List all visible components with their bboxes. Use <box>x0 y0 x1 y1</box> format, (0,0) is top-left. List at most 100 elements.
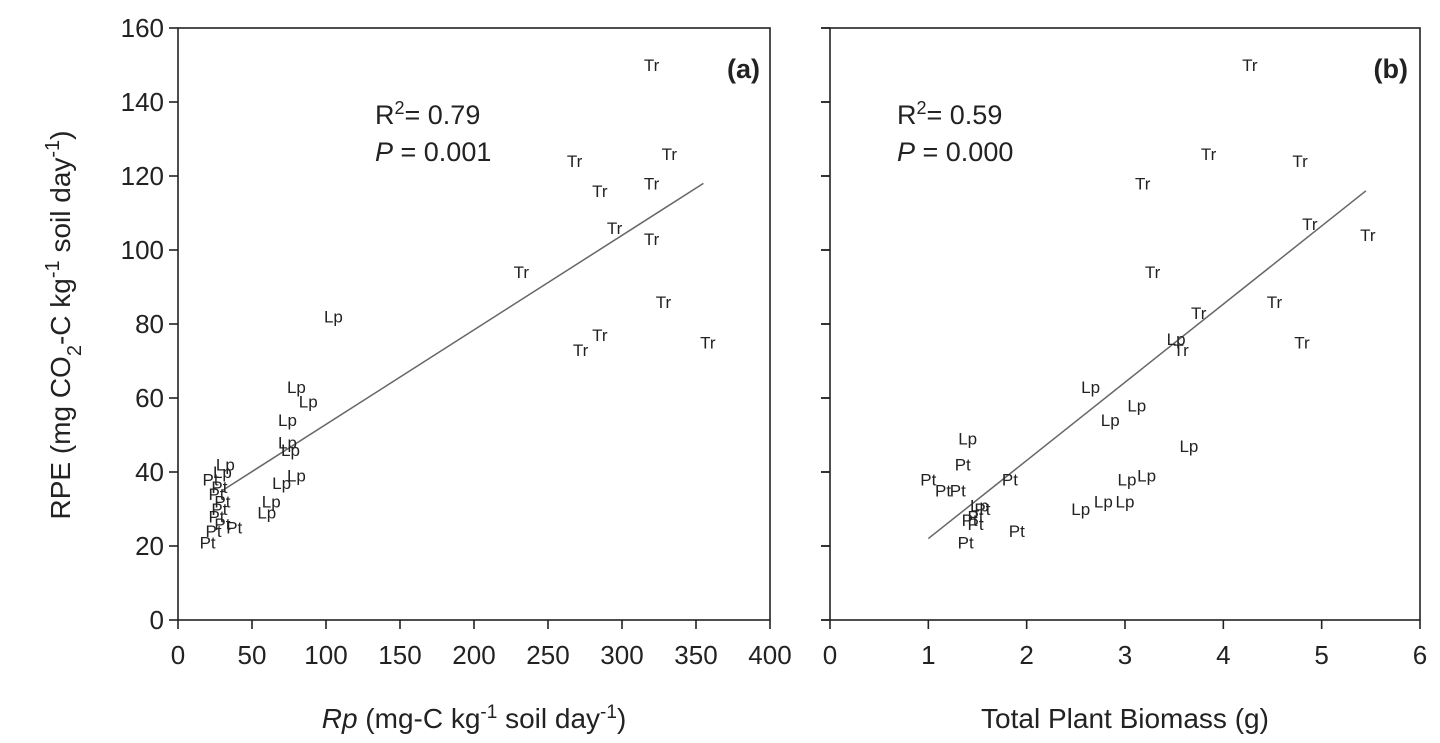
data-point-pt: Pt <box>1009 522 1025 541</box>
data-point-tr: Tr <box>1173 341 1189 360</box>
data-point-lp: Lp <box>278 411 297 430</box>
y-tick-label: 120 <box>121 161 164 191</box>
data-point-tr: Tr <box>514 263 530 282</box>
data-point-pt: Pt <box>950 482 966 501</box>
data-point-tr: Tr <box>1191 304 1207 323</box>
data-point-lp: Lp <box>299 393 318 412</box>
x-tick-label: 350 <box>674 640 717 670</box>
panel-label: (b) <box>1374 54 1408 84</box>
data-point-pt: Pt <box>214 515 230 534</box>
data-point-pt: Pt <box>962 511 978 530</box>
data-point-tr: Tr <box>644 56 660 75</box>
data-point-pt: Pt <box>974 500 990 519</box>
data-point-pt: Pt <box>205 522 221 541</box>
data-point-lp: Lp <box>1127 396 1146 415</box>
data-point-tr: Tr <box>644 174 660 193</box>
data-point-pt: Pt <box>968 507 984 526</box>
data-point-tr: Tr <box>656 293 672 312</box>
y-tick-label: 160 <box>121 13 164 43</box>
data-point-lp: Lp <box>287 378 306 397</box>
data-point-tr: Tr <box>592 326 608 345</box>
r-squared-label: R2= 0.79 <box>375 98 480 130</box>
x-tick-label: 300 <box>600 640 643 670</box>
data-point-lp: Lp <box>278 433 297 452</box>
data-point-tr: Tr <box>1267 293 1283 312</box>
x-tick-label: 4 <box>1216 640 1230 670</box>
data-point-pt: Pt <box>226 519 242 538</box>
data-point-pt: Pt <box>935 482 951 501</box>
data-point-tr: Tr <box>644 230 660 249</box>
x-axis-label: Rp (mg-C kg-1 soil day-1) <box>322 702 627 735</box>
data-point-lp: Lp <box>1167 330 1186 349</box>
r-squared-label: R2= 0.59 <box>897 98 1002 130</box>
data-point-tr: Tr <box>1360 226 1376 245</box>
regression-line <box>927 190 1367 540</box>
data-point-lp: Lp <box>1071 500 1090 519</box>
x-tick-label: 200 <box>452 640 495 670</box>
y-tick-label: 80 <box>135 309 164 339</box>
x-tick-label: 50 <box>238 640 267 670</box>
panel-label: (a) <box>727 54 760 84</box>
x-tick-label: 5 <box>1314 640 1328 670</box>
p-value-label: P = 0.001 <box>375 137 491 167</box>
x-tick-label: 250 <box>526 640 569 670</box>
y-tick-label: 140 <box>121 87 164 117</box>
p-value-label: P = 0.000 <box>897 137 1013 167</box>
data-point-tr: Tr <box>573 341 589 360</box>
data-point-pt: Pt <box>214 493 230 512</box>
y-tick-label: 60 <box>135 383 164 413</box>
y-tick-label: 0 <box>150 605 164 635</box>
data-point-lp: Lp <box>216 456 235 475</box>
data-point-pt: Pt <box>958 533 974 552</box>
data-point-lp: Lp <box>958 430 977 449</box>
x-tick-label: 150 <box>378 640 421 670</box>
data-point-lp: Lp <box>262 493 281 512</box>
data-point-tr: Tr <box>567 152 583 171</box>
x-tick-label: 3 <box>1118 640 1132 670</box>
panel-b: 0 1 2 3 4 5 6 Total Plant Biomass (g) (b) R2= 0.5… <box>821 27 1427 734</box>
regression-line <box>221 182 704 492</box>
x-tick-label: 2 <box>1019 640 1033 670</box>
data-point-tr: Tr <box>1302 215 1318 234</box>
data-point-pt: Pt <box>211 478 227 497</box>
x-tick-label: 0 <box>823 640 837 670</box>
data-point-pt: Pt <box>208 485 224 504</box>
data-point-lp: Lp <box>1094 493 1113 512</box>
panel-a: 0 20 40 60 80 100 120 140 160 0 50 100 150 200 250 300 3… <box>121 13 792 734</box>
data-point-lp: Lp <box>1081 378 1100 397</box>
data-point-tr: Tr <box>700 334 716 353</box>
data-point-tr: Tr <box>607 219 623 238</box>
x-tick-label: 0 <box>171 640 185 670</box>
data-point-tr: Tr <box>1242 56 1258 75</box>
data-point-tr: Tr <box>592 182 608 201</box>
data-point-tr: Tr <box>662 145 678 164</box>
data-point-lp: Lp <box>257 504 276 523</box>
data-point-pt: Pt <box>200 533 216 552</box>
data-point-lp: Lp <box>281 441 300 460</box>
data-point-pt: Pt <box>968 515 984 534</box>
data-point-lp: Lp <box>1118 470 1137 489</box>
data-point-pt: Pt <box>920 470 936 489</box>
data-point-lp: Lp <box>324 308 343 327</box>
y-tick-label: 40 <box>135 457 164 487</box>
data-point-tr: Tr <box>1201 145 1217 164</box>
data-point-tr: Tr <box>1292 152 1308 171</box>
data-point-lp: Lp <box>287 467 306 486</box>
data-point-lp: Lp <box>1137 467 1156 486</box>
data-point-lp: Lp <box>1179 437 1198 456</box>
data-point-tr: Tr <box>1145 263 1161 282</box>
y-axis-label: RPE (mg CO2-C kg-1 soil day-1) <box>42 130 86 519</box>
y-tick-label: 100 <box>121 235 164 265</box>
data-point-pt: Pt <box>208 507 224 526</box>
data-point-lp: Lp <box>1116 493 1135 512</box>
y-tick-label: 20 <box>135 531 164 561</box>
data-point-lp: Lp <box>272 474 291 493</box>
x-tick-label: 400 <box>748 640 791 670</box>
data-point-lp: Lp <box>1101 411 1120 430</box>
data-point-pt: Pt <box>955 456 971 475</box>
data-point-pt: Pt <box>1002 470 1018 489</box>
data-point-lp: Lp <box>213 463 232 482</box>
x-tick-label: 100 <box>304 640 347 670</box>
x-axis-label: Total Plant Biomass (g) <box>981 703 1269 734</box>
